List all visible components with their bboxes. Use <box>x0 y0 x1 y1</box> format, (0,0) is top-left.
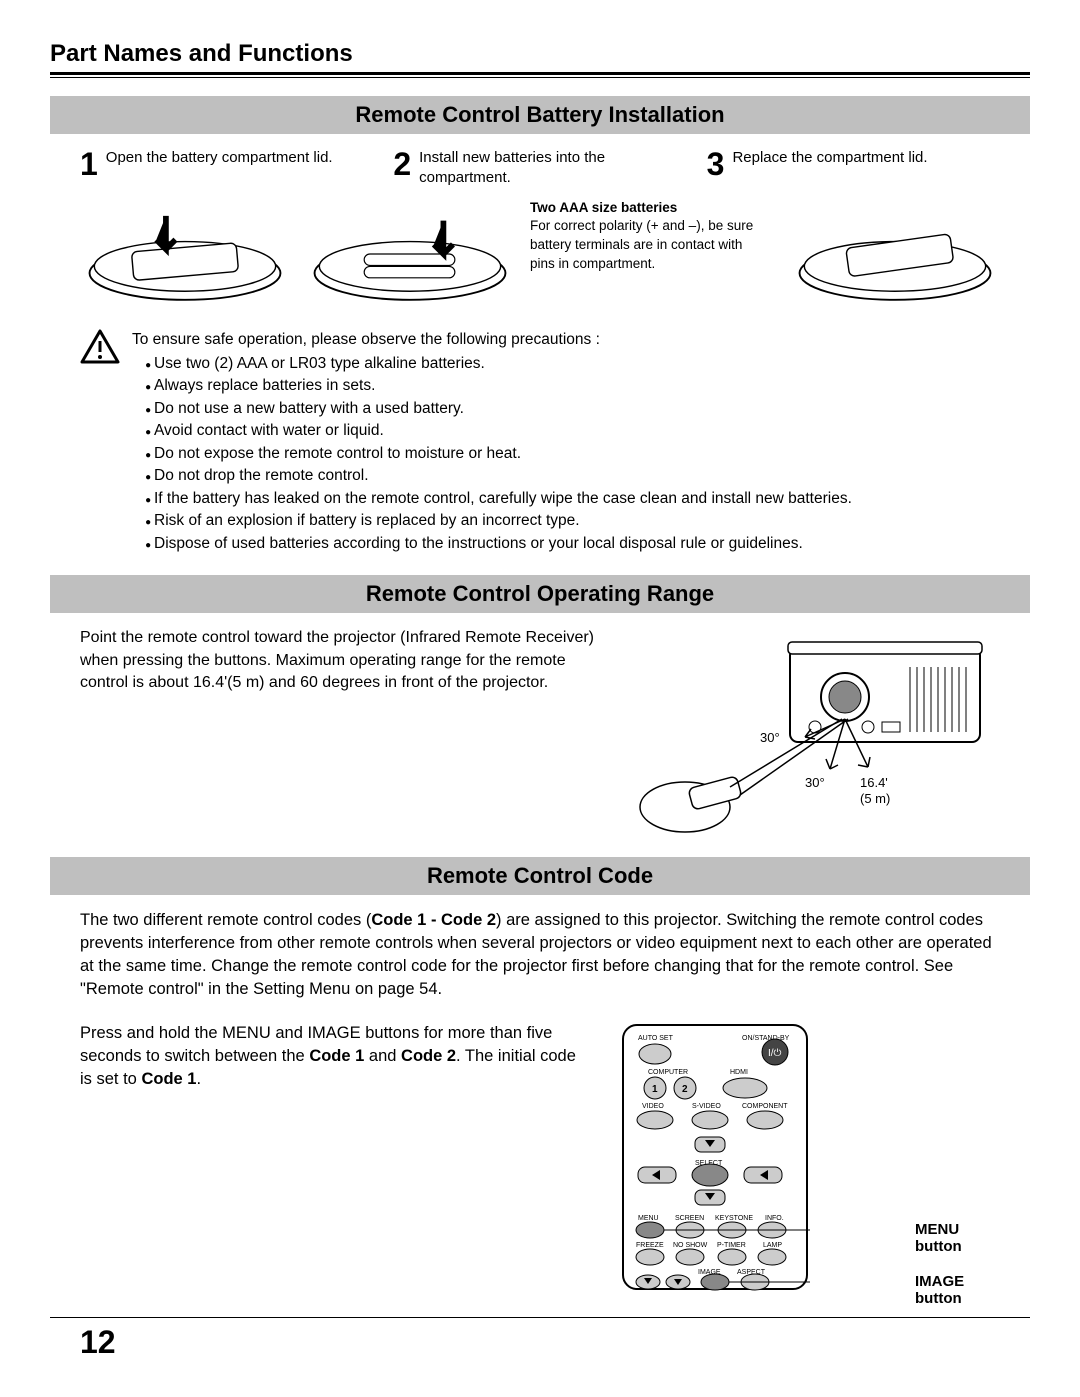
remote-open-lid-diagram <box>80 199 290 309</box>
page-number: 12 <box>50 1324 1030 1361</box>
svg-text:P-TIMER: P-TIMER <box>717 1242 746 1249</box>
step-text: Open the battery compartment lid. <box>106 148 333 168</box>
precaution-intro: To ensure safe operation, please observe… <box>132 329 852 351</box>
precaution-item: If the battery has leaked on the remote … <box>154 488 852 510</box>
svg-text:S-VIDEO: S-VIDEO <box>692 1103 721 1110</box>
svg-text:INFO.: INFO. <box>765 1215 784 1222</box>
svg-text:2: 2 <box>682 1084 688 1095</box>
remote-close-lid-diagram <box>790 199 1000 309</box>
svg-text:NO SHOW: NO SHOW <box>673 1242 708 1249</box>
precaution-list: Use two (2) AAA or LR03 type alkaline ba… <box>132 353 852 555</box>
code-paragraph-2: Press and hold the MENU and IMAGE button… <box>80 1022 590 1297</box>
section-header-battery: Remote Control Battery Installation <box>50 96 1030 134</box>
step-2: 2 Install new batteries into the compart… <box>393 148 686 189</box>
precaution-item: Risk of an explosion if battery is repla… <box>154 510 852 532</box>
svg-text:KEYSTONE: KEYSTONE <box>715 1215 753 1222</box>
distance-ft: 16.4' <box>860 775 888 790</box>
svg-text:VIDEO: VIDEO <box>642 1103 664 1110</box>
svg-text:MENU: MENU <box>638 1215 659 1222</box>
precaution-item: Avoid contact with water or liquid. <box>154 420 852 442</box>
code-paragraph-1: The two different remote control codes (… <box>80 909 1000 1001</box>
angle-label-top: 30° <box>760 730 780 745</box>
divider <box>50 77 1030 78</box>
svg-text:AUTO SET: AUTO SET <box>638 1035 674 1042</box>
precaution-item: Do not drop the remote control. <box>154 465 852 487</box>
svg-text:COMPUTER: COMPUTER <box>648 1069 688 1076</box>
precaution-item: Do not use a new battery with a used bat… <box>154 398 852 420</box>
svg-text:COMPONENT: COMPONENT <box>742 1103 788 1110</box>
projector-range-diagram: 30° 30° 16.4' (5 m) <box>630 627 1000 847</box>
remote-control-diagram: AUTO SET ON/STAND-BY I/⏻ COMPUTER HDMI 1… <box>620 1022 1000 1297</box>
callout-image: IMAGE button <box>915 1273 1000 1307</box>
step-3: 3 Replace the compartment lid. <box>707 148 1000 189</box>
precaution-item: Dispose of used batteries according to t… <box>154 533 852 555</box>
step-num: 1 <box>80 148 98 180</box>
battery-note-title: Two AAA size batteries <box>530 200 677 215</box>
step-text: Install new batteries into the compartme… <box>419 148 687 189</box>
battery-note: Two AAA size batteries For correct polar… <box>530 199 775 275</box>
svg-text:LAMP: LAMP <box>763 1242 782 1249</box>
remote-insert-battery-diagram <box>305 199 515 309</box>
svg-text:SCREEN: SCREEN <box>675 1215 704 1222</box>
step-num: 2 <box>393 148 411 180</box>
step-text: Replace the compartment lid. <box>732 148 927 168</box>
section-header-range: Remote Control Operating Range <box>50 575 1030 613</box>
distance-m: (5 m) <box>860 791 890 806</box>
svg-text:HDMI: HDMI <box>730 1069 748 1076</box>
section-header-code: Remote Control Code <box>50 857 1030 895</box>
warning-icon <box>80 329 120 365</box>
precaution-item: Always replace batteries in sets. <box>154 375 852 397</box>
range-description: Point the remote control toward the proj… <box>80 627 610 847</box>
precaution-item: Do not expose the remote control to mois… <box>154 443 852 465</box>
svg-text:FREEZE: FREEZE <box>636 1242 664 1249</box>
step-num: 3 <box>707 148 725 180</box>
svg-text:I/⏻: I/⏻ <box>768 1048 782 1059</box>
angle-label-bot: 30° <box>805 775 825 790</box>
chapter-title: Part Names and Functions <box>50 40 1030 75</box>
svg-text:1: 1 <box>652 1084 658 1095</box>
footer-divider <box>50 1317 1030 1318</box>
step-1: 1 Open the battery compartment lid. <box>80 148 373 189</box>
callout-menu: MENU button <box>915 1221 1000 1255</box>
precaution-item: Use two (2) AAA or LR03 type alkaline ba… <box>154 353 852 375</box>
battery-note-body: For correct polarity (+ and –), be sure … <box>530 218 753 271</box>
